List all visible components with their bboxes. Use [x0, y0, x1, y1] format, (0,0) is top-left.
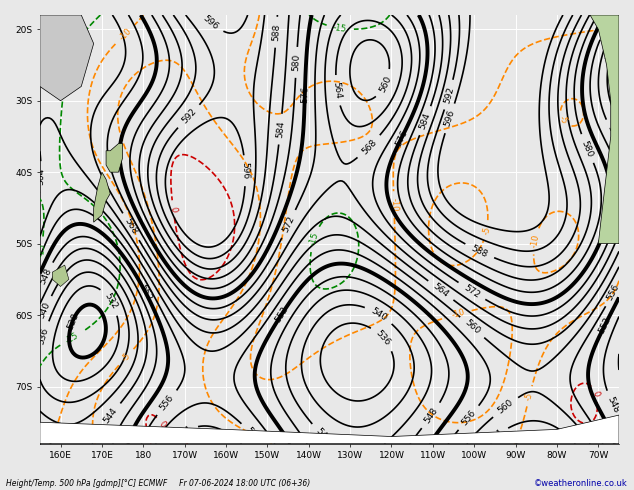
Text: 532: 532 [103, 292, 119, 311]
Text: 544: 544 [314, 426, 332, 445]
Text: 540: 540 [37, 300, 53, 320]
Text: 564: 564 [431, 282, 450, 299]
Text: 560: 560 [243, 425, 261, 444]
Text: 564: 564 [174, 424, 193, 441]
Polygon shape [40, 15, 94, 101]
Text: 548: 548 [605, 395, 621, 415]
Text: 580: 580 [292, 53, 301, 71]
Text: 576: 576 [394, 128, 410, 147]
Text: 584: 584 [275, 120, 286, 138]
Text: 592: 592 [443, 85, 456, 104]
Text: 540: 540 [370, 306, 389, 323]
Text: 536: 536 [374, 329, 392, 347]
Text: 544: 544 [102, 406, 119, 425]
Text: -5: -5 [524, 391, 534, 401]
Text: 0: 0 [169, 206, 178, 212]
Text: 576: 576 [300, 86, 309, 103]
Text: -5: -5 [120, 351, 132, 364]
Text: -10: -10 [451, 308, 466, 320]
Text: 596: 596 [201, 13, 220, 31]
Text: 0: 0 [157, 419, 168, 429]
Text: -5: -5 [557, 115, 569, 126]
Text: 588: 588 [470, 244, 489, 259]
Text: ©weatheronline.co.uk: ©weatheronline.co.uk [534, 479, 628, 488]
Text: 560: 560 [612, 69, 622, 86]
Text: 568: 568 [531, 434, 549, 445]
Polygon shape [94, 172, 110, 222]
Text: 528: 528 [65, 311, 80, 330]
Text: 564: 564 [36, 168, 46, 185]
Text: 548: 548 [38, 267, 53, 286]
Text: 564: 564 [605, 42, 618, 61]
Polygon shape [40, 415, 619, 443]
Text: 552: 552 [138, 283, 153, 302]
Text: 568: 568 [50, 18, 65, 37]
Text: 568: 568 [123, 217, 139, 236]
Text: 560: 560 [496, 398, 515, 416]
Text: 568: 568 [360, 137, 378, 156]
Text: 572: 572 [281, 214, 296, 234]
Text: 556: 556 [158, 393, 176, 412]
Text: 556: 556 [460, 408, 477, 427]
Text: -15: -15 [64, 331, 80, 345]
Text: -10: -10 [117, 26, 133, 42]
Text: -10: -10 [389, 197, 399, 212]
Text: 552: 552 [597, 316, 612, 335]
Text: -15: -15 [307, 231, 320, 247]
Text: 0: 0 [590, 390, 600, 398]
Text: 556: 556 [605, 283, 621, 302]
Text: -15: -15 [333, 23, 347, 34]
Text: 588: 588 [271, 24, 281, 41]
Text: 580: 580 [580, 139, 595, 158]
Text: 584: 584 [418, 111, 432, 130]
Text: 572: 572 [462, 283, 481, 299]
Text: 568: 568 [605, 124, 621, 144]
Text: 564: 564 [332, 81, 342, 99]
Text: 560: 560 [463, 318, 482, 337]
Polygon shape [52, 265, 69, 287]
Text: -15: -15 [36, 243, 47, 257]
Text: 592: 592 [179, 107, 198, 125]
Text: 564: 564 [486, 428, 505, 446]
Text: 572: 572 [598, 16, 614, 35]
Text: 548: 548 [422, 406, 439, 425]
Polygon shape [106, 144, 122, 172]
Text: Height/Temp. 500 hPa [gdmp][°C] ECMWF     Fr 07-06-2024 18:00 UTC (06+36): Height/Temp. 500 hPa [gdmp][°C] ECMWF Fr… [6, 479, 311, 488]
Text: 552: 552 [273, 305, 290, 324]
Polygon shape [590, 15, 619, 244]
Text: -5: -5 [481, 225, 492, 235]
Text: 536: 536 [37, 326, 51, 345]
Text: 596: 596 [240, 162, 250, 179]
Text: 596: 596 [443, 109, 456, 128]
Text: 560: 560 [377, 74, 393, 94]
Text: -10: -10 [529, 234, 541, 248]
